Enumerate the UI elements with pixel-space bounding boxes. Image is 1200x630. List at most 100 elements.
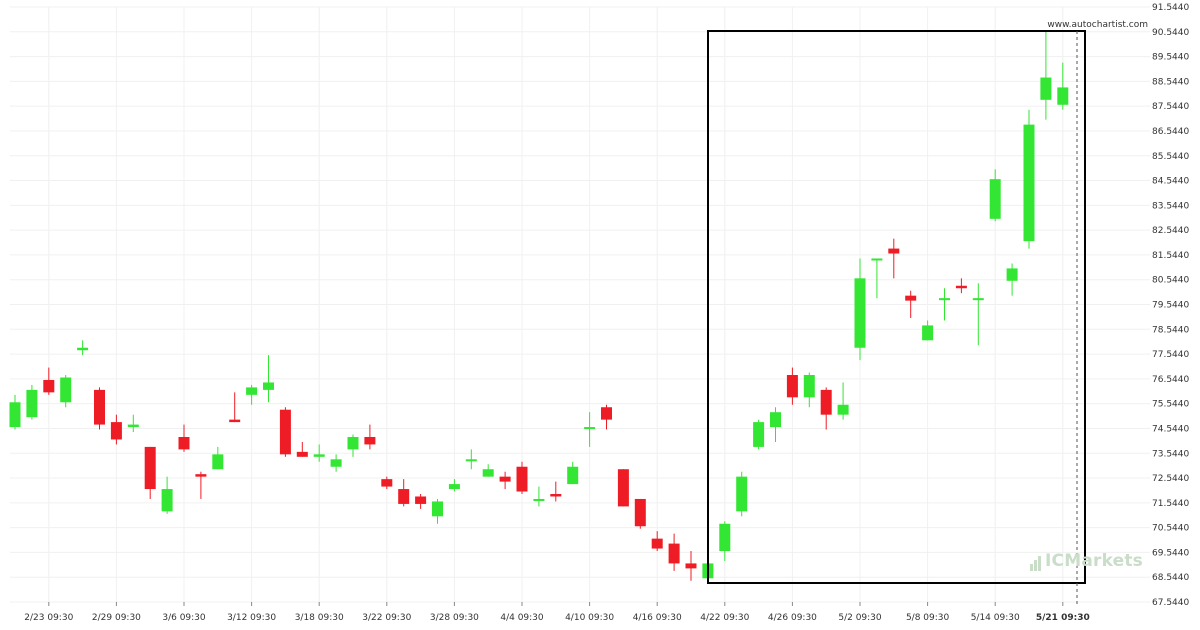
candle-body [432,501,443,517]
grid [10,6,1150,603]
candle-body [398,489,410,504]
candle [905,290,917,318]
candle-body [1023,124,1035,242]
y-tick-label: 85.5440 [1152,152,1189,162]
candle-body [770,412,781,428]
candle-body [736,476,748,512]
candle-body [634,498,646,527]
candle [1057,62,1069,110]
candle [432,498,443,524]
y-tick-label: 82.5440 [1152,226,1189,236]
candle [601,404,612,430]
candle-body [1040,77,1052,100]
candle-body [972,298,984,301]
candle-body [617,469,629,507]
candle-body [144,446,156,490]
candle-body [364,436,376,445]
candle [922,320,934,341]
x-tick-label: 4/22 09:30 [700,613,749,623]
candle [60,375,72,408]
x-tick-label: 3/6 09:30 [162,613,206,623]
y-tick-label: 90.5440 [1152,28,1189,38]
y-tick-label: 83.5440 [1152,201,1189,211]
x-tick-label: 3/12 09:30 [227,613,276,623]
candle [499,471,511,490]
candle [9,394,21,430]
candle-body [786,375,798,398]
candle [144,446,156,499]
candle-body [161,489,173,512]
y-tick-label: 79.5440 [1152,301,1189,311]
candle [989,169,1001,222]
candle [567,461,579,485]
candle-body [482,469,494,477]
y-tick-label: 88.5440 [1152,77,1189,87]
y-tick-label: 71.5440 [1152,499,1189,509]
candle [617,469,629,507]
candle [1023,109,1035,249]
candle [415,494,427,509]
candle [279,407,291,457]
candle [533,486,545,507]
candle [972,283,984,346]
candle [803,372,815,408]
y-tick-label: 72.5440 [1152,474,1189,484]
x-tick-label: 5/21 09:30 [1036,613,1090,623]
brand-suffix: Markets [1064,551,1143,571]
candle [195,471,207,499]
candle-body [313,454,325,457]
candle-body [989,179,1001,219]
candle-body [905,295,917,301]
candle [871,258,883,299]
watermark-text: www.autochartist.com [1047,20,1148,30]
y-tick-label: 73.5440 [1152,449,1189,459]
candle-body [448,484,460,490]
candle [364,424,376,450]
x-tick-label: 5/8 09:30 [906,613,950,623]
candle-body [651,538,663,549]
candle [837,382,849,420]
candle [77,340,89,356]
y-tick-label: 89.5440 [1152,53,1189,63]
candle-body [1006,268,1018,281]
candle [482,464,494,477]
brand-bars-icon [1030,551,1042,571]
candle-body [26,389,38,418]
candle [668,533,680,571]
candle [26,384,38,420]
candle [465,449,477,470]
candle-body [753,422,765,447]
y-tick-label: 77.5440 [1152,350,1189,360]
y-tick-label: 91.5440 [1152,3,1189,13]
candle-body [127,424,139,428]
brand-prefix: IC [1045,551,1065,571]
y-tick-label: 84.5440 [1152,177,1189,187]
candle-body [465,459,477,462]
candle [854,258,866,361]
candle [398,479,410,507]
candle [347,434,359,457]
candle-body [939,298,950,301]
candle [161,476,173,514]
y-tick-label: 87.5440 [1152,102,1189,112]
candle [313,444,325,462]
candle [296,441,308,457]
candle-body [888,248,900,254]
pattern-highlight-box [707,30,1086,584]
candle-body [212,454,224,470]
candle [634,498,646,529]
candle-body [820,389,832,415]
candle [786,367,798,405]
candle-body [43,379,55,393]
candle-body [263,382,274,390]
candle-body [499,476,511,482]
candle-body [178,436,190,450]
y-tick-label: 80.5440 [1152,276,1189,286]
candle-body [347,436,359,450]
candle-body [668,543,680,564]
candle-body [229,419,241,423]
y-tick-label: 68.5440 [1152,573,1189,583]
candle-body [60,377,72,403]
candle [246,384,258,405]
